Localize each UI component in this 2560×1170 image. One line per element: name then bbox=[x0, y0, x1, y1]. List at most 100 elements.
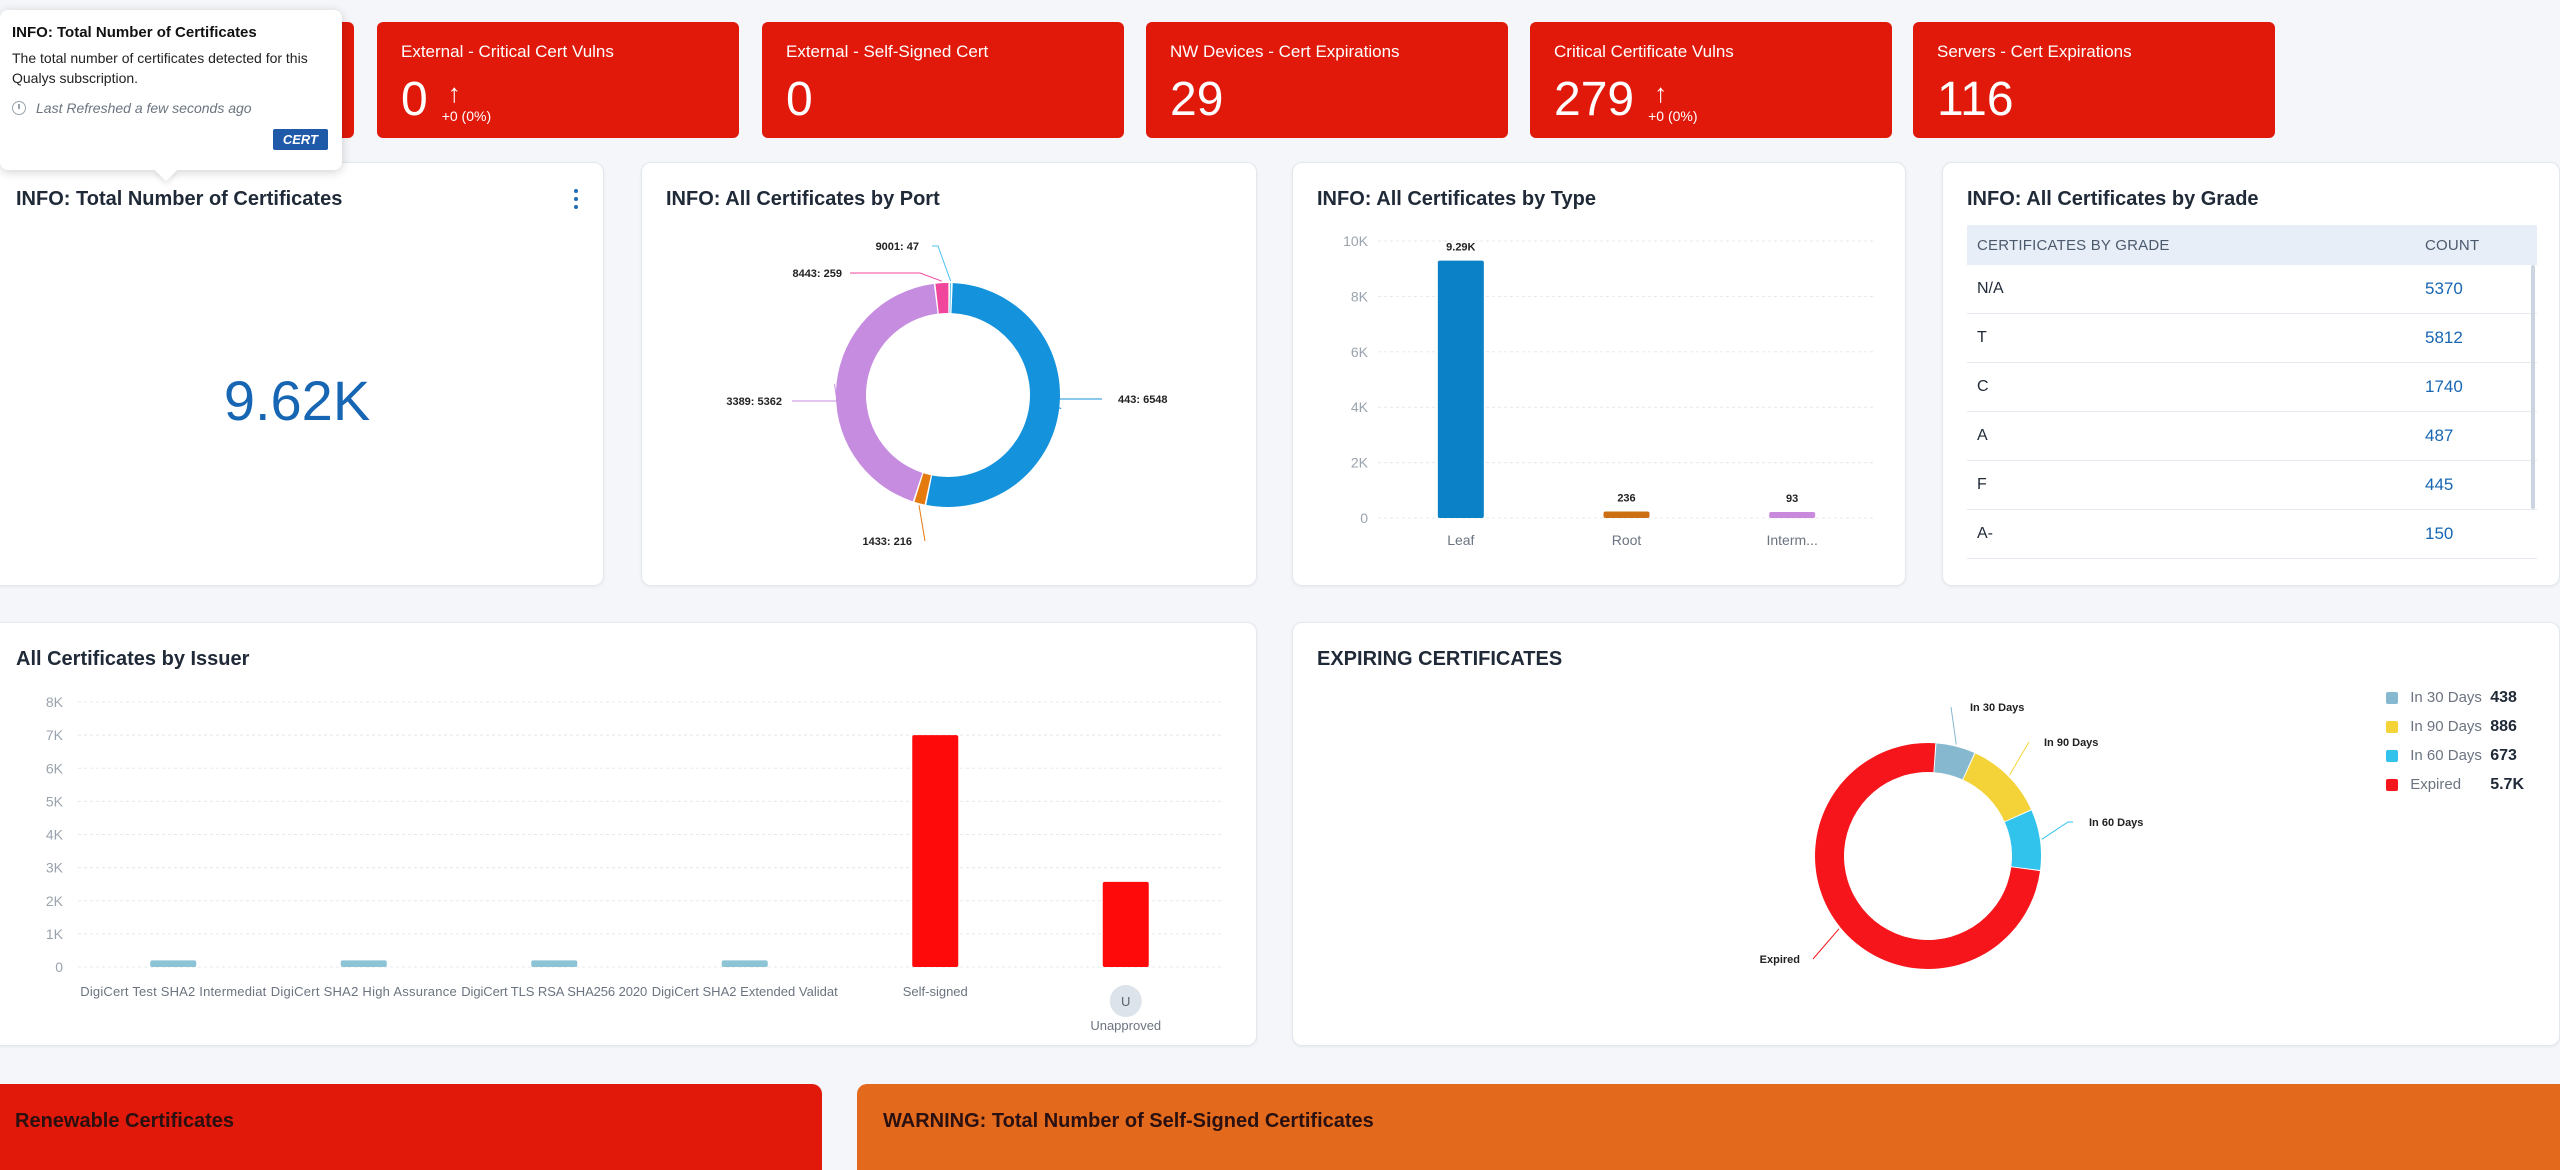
grade-cell: C bbox=[1977, 378, 1989, 395]
donut-slice[interactable] bbox=[926, 283, 1060, 507]
bar[interactable] bbox=[1769, 512, 1816, 518]
grade-cell: F bbox=[1977, 476, 1987, 493]
card-self-signed-warning[interactable]: WARNING: Total Number of Self-Signed Cer… bbox=[857, 1084, 2560, 1170]
tooltip-title: INFO: Total Number of Certificates bbox=[12, 24, 257, 41]
kpi-title: NW Devices - Cert Expirations bbox=[1170, 42, 1400, 61]
card-title: INFO: All Certificates by Type bbox=[1317, 188, 1596, 210]
kpi-tile-critical-cert-vulns[interactable]: Critical Certificate Vulns 279 ↑ +0 (0%) bbox=[1530, 22, 1892, 138]
x-tick-label: Unapproved bbox=[1090, 1018, 1161, 1033]
cert-tag[interactable]: CERT bbox=[272, 129, 328, 150]
data-label: 236 bbox=[1617, 492, 1635, 504]
more-options-icon[interactable] bbox=[573, 189, 579, 209]
legend-value: 673 bbox=[2490, 746, 2517, 764]
legend-label: In 30 Days bbox=[2410, 689, 2482, 706]
tooltip-refresh: Last Refreshed a few seconds ago bbox=[12, 100, 330, 116]
grade-cell: A bbox=[1977, 427, 1988, 444]
label-leader bbox=[1812, 928, 1840, 960]
legend-item[interactable]: In 30 Days 438 bbox=[2386, 683, 2524, 712]
count-column-header[interactable]: COUNT bbox=[2425, 236, 2480, 254]
slice-label: In 90 Days bbox=[2044, 737, 2098, 749]
donut-slice[interactable] bbox=[949, 283, 952, 314]
donut-slice[interactable] bbox=[914, 473, 931, 505]
count-link[interactable]: 487 bbox=[2425, 426, 2454, 445]
legend-item[interactable]: In 60 Days 673 bbox=[2386, 741, 2524, 770]
grade-cell: N/A bbox=[1977, 280, 2004, 297]
table-row[interactable]: C 1740 bbox=[1967, 363, 2537, 412]
type-bar-chart[interactable]: 0 2K 4K 6K 8K 10K 9.29K Leaf 236 Root 93 Interm... bbox=[1293, 163, 1907, 587]
count-link[interactable]: 150 bbox=[2425, 524, 2454, 543]
data-label: 93 bbox=[1786, 493, 1798, 505]
total-certificates-value[interactable]: 9.62K bbox=[223, 369, 371, 432]
clock-icon bbox=[12, 101, 26, 116]
grade-table: CERTIFICATES BY GRADE COUNT N/A 5370 T 581… bbox=[1967, 225, 2537, 559]
legend-swatch bbox=[2386, 749, 2399, 762]
port-donut-chart[interactable]: 443: 6548 1433: 216 3389: 5362 8443: 259 900… bbox=[642, 163, 1258, 587]
x-tick-label: DigiCert SHA2 High Assurance bbox=[271, 984, 457, 999]
legend-item[interactable]: Expired 5.7K bbox=[2386, 770, 2524, 799]
legend-label: In 90 Days bbox=[2410, 718, 2482, 735]
arrow-up-icon: ↑ bbox=[1654, 78, 1668, 108]
expiring-donut-chart[interactable]: In 30 Days In 90 Days In 60 Days Expired bbox=[1293, 623, 2560, 1047]
card-expiring-certificates: EXPIRING CERTIFICATES In 30 Days In 90 Da… bbox=[1292, 622, 2560, 1046]
card-certs-by-grade: INFO: All Certificates by Grade CERTIFIC… bbox=[1942, 162, 2560, 586]
table-row[interactable]: N/A 5370 bbox=[1967, 265, 2537, 314]
kpi-tile-external-self-signed[interactable]: External - Self-Signed Cert 0 bbox=[762, 22, 1124, 138]
bar[interactable] bbox=[150, 960, 197, 967]
donut-slice[interactable] bbox=[1934, 743, 1975, 780]
label-leader bbox=[918, 505, 926, 542]
donut-slice[interactable] bbox=[835, 283, 938, 502]
card-title: INFO: All Certificates by Grade bbox=[1967, 188, 2259, 210]
legend-value: 886 bbox=[2490, 717, 2517, 735]
y-tick-label: 8K bbox=[46, 694, 64, 710]
slice-label: Expired bbox=[1760, 954, 1800, 966]
bar[interactable] bbox=[912, 735, 959, 967]
bar[interactable] bbox=[340, 960, 387, 967]
slice-label: 3389: 5362 bbox=[726, 396, 782, 408]
y-tick-label: 10K bbox=[1343, 233, 1369, 249]
count-link[interactable]: 5370 bbox=[2425, 279, 2463, 298]
avatar-badge bbox=[1109, 985, 1142, 1017]
slice-label: 9001: 47 bbox=[876, 241, 919, 253]
bar[interactable] bbox=[1102, 881, 1149, 967]
table-row[interactable]: A 487 bbox=[1967, 412, 2537, 461]
expiring-legend: In 30 Days 438 In 90 Days 886 In 60 Days 67… bbox=[2386, 683, 2524, 799]
count-link[interactable]: 1740 bbox=[2425, 377, 2463, 396]
kpi-tile-nw-devices-expirations[interactable]: NW Devices - Cert Expirations 29 bbox=[1146, 22, 1508, 138]
card-title: INFO: Total Number of Certificates bbox=[16, 188, 343, 210]
grade-table-header: CERTIFICATES BY GRADE COUNT bbox=[1967, 225, 2537, 265]
kpi-tile-servers-expirations[interactable]: Servers - Cert Expirations 116 bbox=[1913, 22, 2275, 138]
donut-slice[interactable] bbox=[2004, 810, 2041, 870]
table-row[interactable]: A- 150 bbox=[1967, 510, 2537, 559]
table-row[interactable]: T 5812 bbox=[1967, 314, 2537, 363]
label-leader bbox=[792, 383, 838, 402]
legend-item[interactable]: In 90 Days 886 bbox=[2386, 712, 2524, 741]
table-scrollbar[interactable] bbox=[2531, 265, 2535, 509]
legend-label: In 60 Days bbox=[2410, 747, 2482, 764]
card-renewable-certificates[interactable]: Renewable Certificates bbox=[0, 1084, 822, 1170]
slice-label: 8443: 259 bbox=[792, 268, 842, 280]
kpi-value: 116 bbox=[1937, 73, 2014, 126]
donut-slice[interactable] bbox=[1963, 753, 2031, 822]
label-leader bbox=[2041, 821, 2073, 840]
kpi-tile-external-critical-vulns[interactable]: External - Critical Cert Vulns 0 ↑ +0 (0… bbox=[377, 22, 739, 138]
kpi-delta: +0 (0%) bbox=[441, 108, 492, 124]
slice-label: In 30 Days bbox=[1970, 702, 2024, 714]
table-row[interactable]: F 445 bbox=[1967, 461, 2537, 510]
donut-slice[interactable] bbox=[935, 283, 949, 314]
card-title: WARNING: Total Number of Self-Signed Cer… bbox=[883, 1110, 1374, 1132]
grade-column-header[interactable]: CERTIFICATES BY GRADE bbox=[1977, 236, 2170, 254]
y-tick-label: 2K bbox=[46, 893, 64, 909]
bar[interactable] bbox=[531, 960, 578, 967]
x-tick-label: DigiCert TLS RSA SHA256 2020 bbox=[461, 984, 647, 999]
count-link[interactable]: 5812 bbox=[2425, 328, 2463, 347]
label-leader bbox=[2009, 741, 2030, 776]
bar[interactable] bbox=[721, 960, 768, 967]
bar[interactable] bbox=[1437, 260, 1484, 518]
legend-swatch bbox=[2386, 720, 2399, 733]
card-title: INFO: All Certificates by Port bbox=[666, 188, 940, 210]
issuer-bar-chart[interactable]: 0 1K 2K 3K 4K 5K 6K 7K 8K DigiCert Test SHA2 Inte… bbox=[0, 623, 1258, 1047]
y-tick-label: 6K bbox=[46, 760, 64, 776]
count-link[interactable]: 445 bbox=[2425, 475, 2454, 494]
bar[interactable] bbox=[1603, 511, 1650, 518]
kpi-value: 0 bbox=[401, 73, 428, 126]
